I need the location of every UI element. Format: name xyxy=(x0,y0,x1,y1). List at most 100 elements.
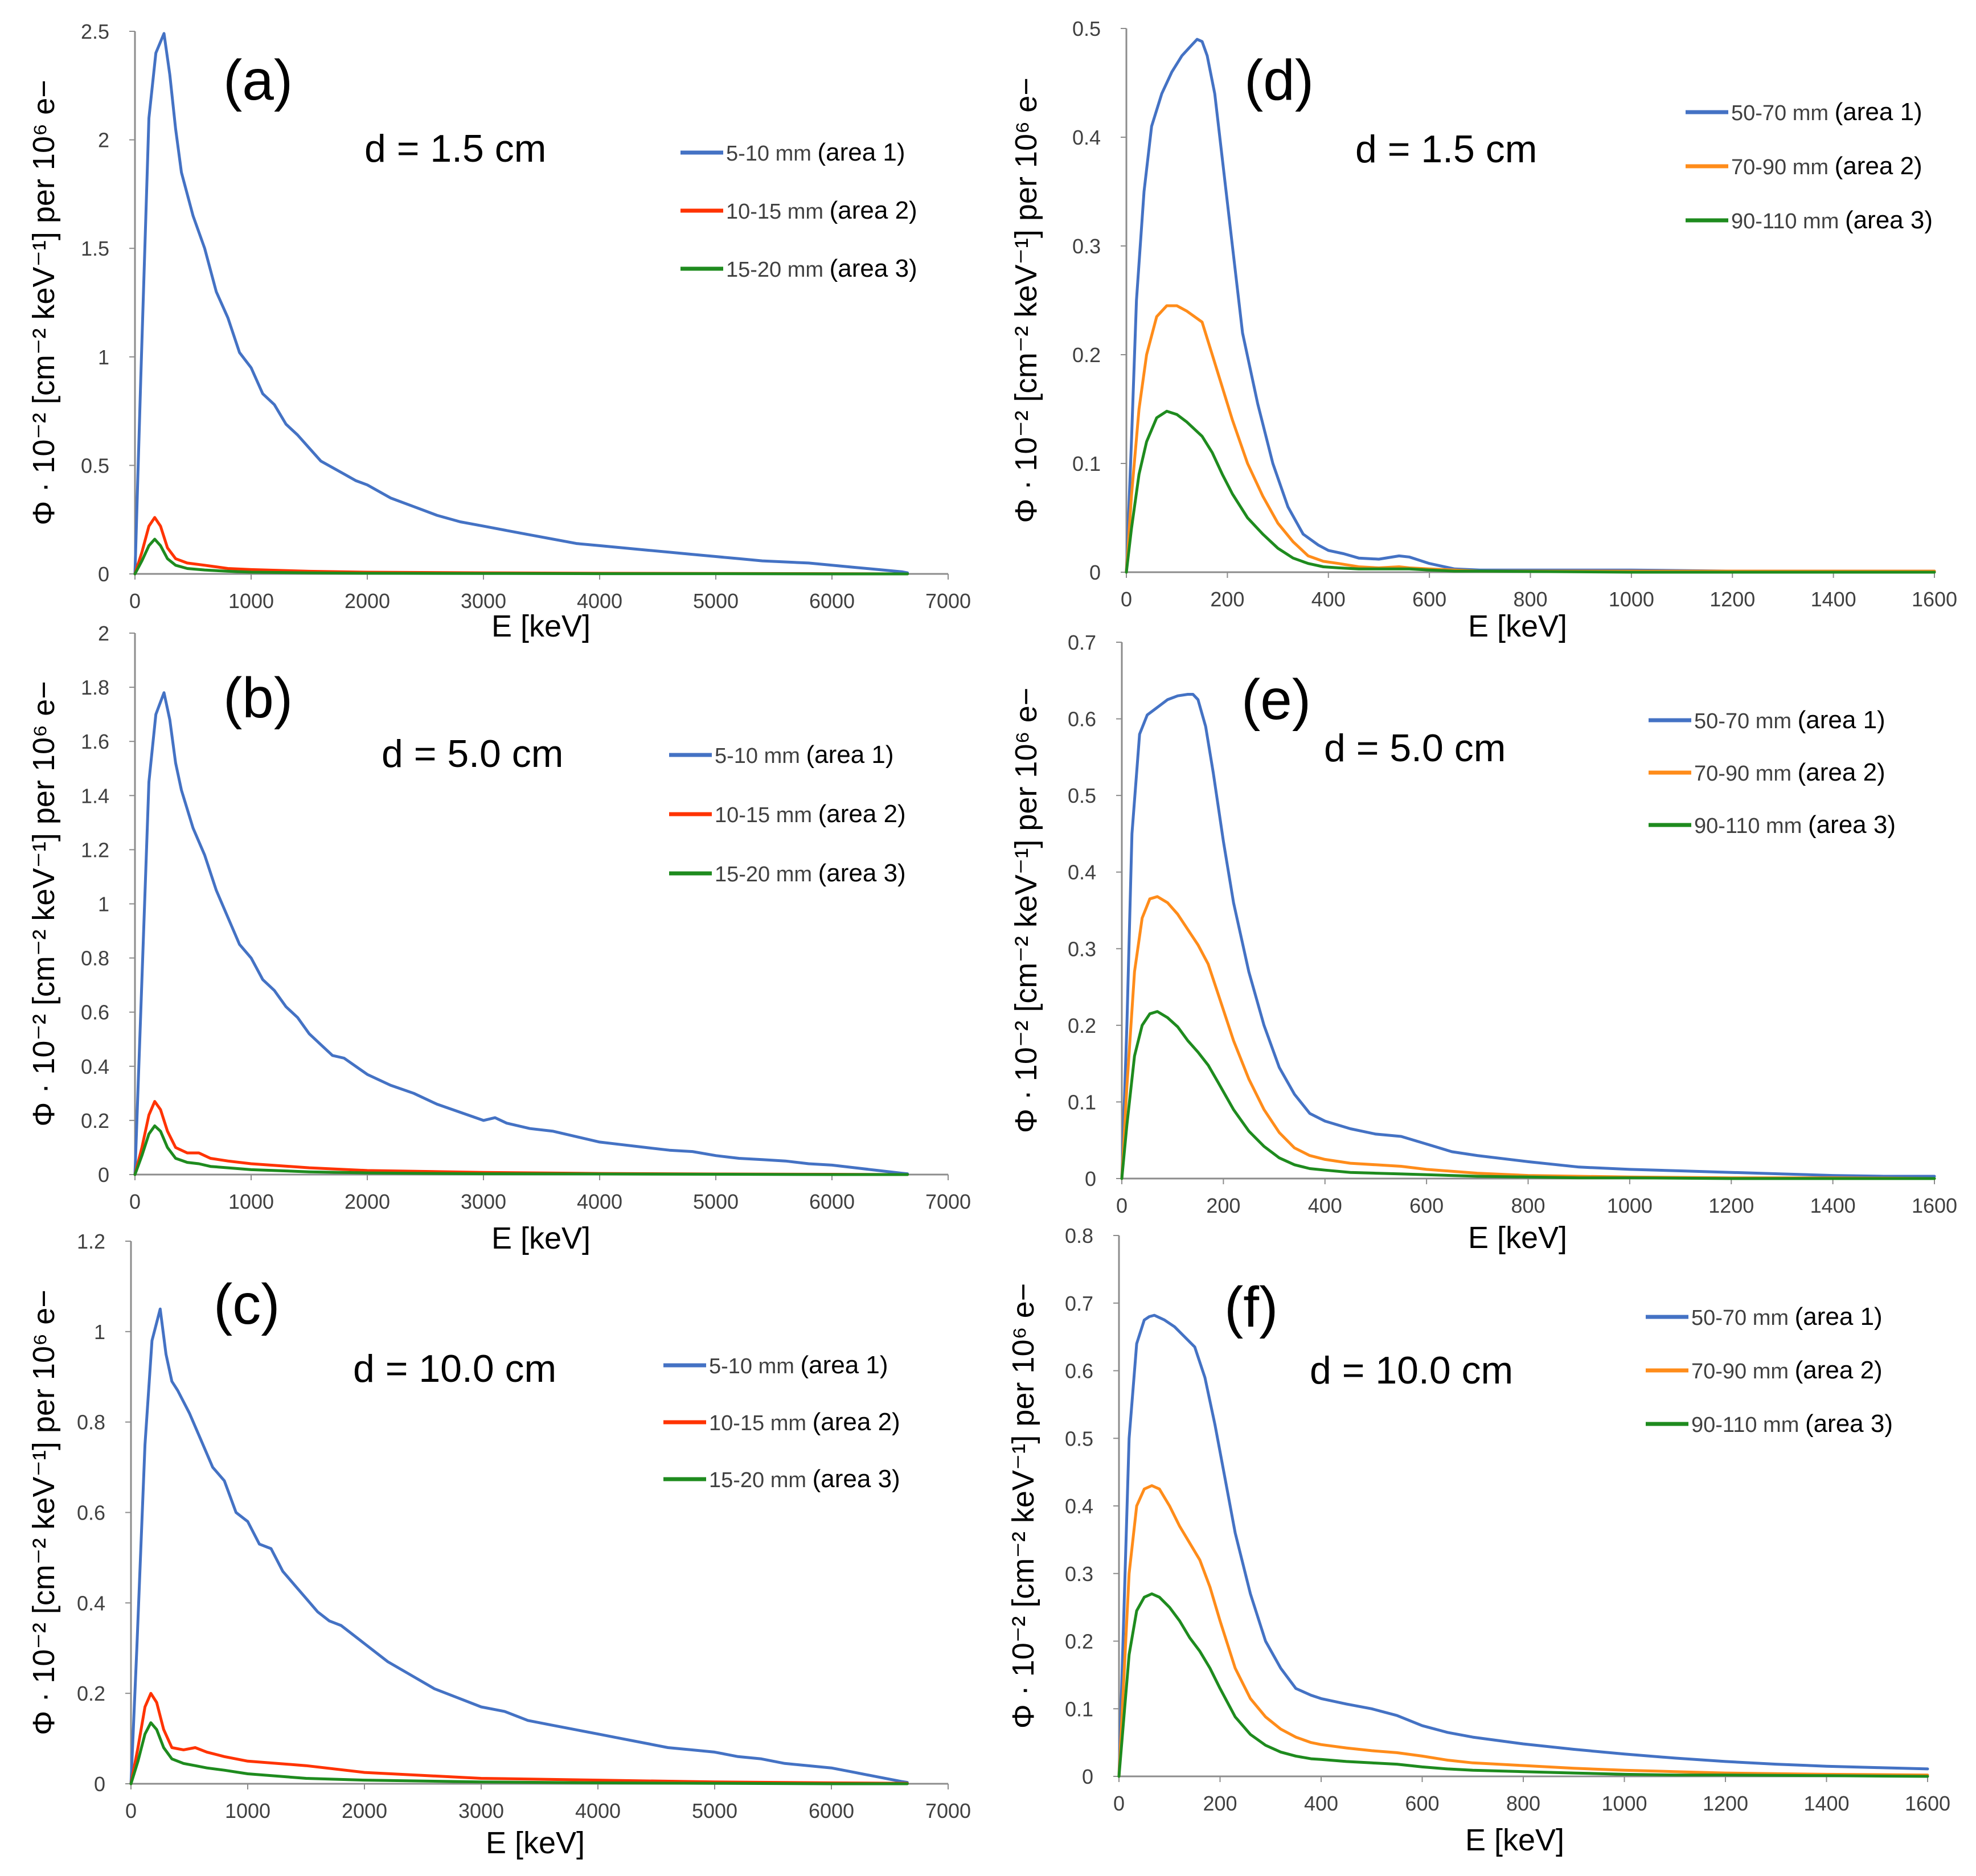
legend-area-text: (area 3) xyxy=(813,1465,900,1493)
legend-range-text: 15-20 mm xyxy=(709,1468,813,1492)
y-tick-label: 0.5 xyxy=(1072,17,1101,40)
x-tick-label: 600 xyxy=(1412,588,1446,611)
legend-area-text: (area 2) xyxy=(830,196,917,224)
x-tick-label: 0 xyxy=(129,589,141,613)
legend-label: 5-10 mm (area 1) xyxy=(709,1351,888,1379)
series-line-area-1 xyxy=(1117,1313,1929,1778)
y-axis-title: Φ · 10⁻² [cm⁻² keV⁻¹] per 10⁶ e− xyxy=(27,80,61,526)
legend-range-text: 10-15 mm xyxy=(726,200,830,224)
x-tick-label: 1000 xyxy=(228,589,274,613)
y-tick-label: 1.8 xyxy=(81,676,109,699)
x-tick-label: 200 xyxy=(1210,588,1244,611)
legend-range-text: 50-70 mm xyxy=(1694,709,1798,733)
x-tick-label: 6000 xyxy=(809,1799,854,1822)
y-tick-label: 0.8 xyxy=(1065,1224,1093,1247)
legend-area-text: (area 2) xyxy=(818,800,906,828)
legend-area-text: (area 3) xyxy=(830,254,917,282)
y-tick-label: 1 xyxy=(98,893,109,916)
series-line-area-3 xyxy=(1120,1010,1936,1180)
x-tick-label: 0 xyxy=(129,1190,141,1213)
y-tick-label: 0 xyxy=(94,1772,105,1796)
legend-range-text: 70-90 mm xyxy=(1731,155,1835,179)
x-tick-label: 200 xyxy=(1206,1194,1240,1217)
x-tick-label: 1000 xyxy=(1601,1792,1647,1815)
chart-panel-d: 0 200 400 600 800 1000 1200 1400 1600 0 0.1 0.2 0.3 0… xyxy=(1009,17,1957,643)
x-tick-label: 800 xyxy=(1511,1194,1545,1217)
legend-label: 10-15 mm (area 2) xyxy=(726,196,917,224)
x-tick-label: 200 xyxy=(1203,1792,1237,1815)
x-tick-label: 2000 xyxy=(342,1799,387,1822)
x-tick-label: 0 xyxy=(1113,1792,1125,1815)
y-axis-title: Φ · 10⁻² [cm⁻² keV⁻¹] per 10⁶ e− xyxy=(1009,77,1043,523)
legend-label: 5-10 mm (area 1) xyxy=(715,741,894,769)
series-line-area-1 xyxy=(133,32,909,576)
x-axis-title: E [keV] xyxy=(491,609,591,643)
x-tick-label: 1400 xyxy=(1803,1792,1849,1815)
y-tick-label: 0.6 xyxy=(77,1501,105,1525)
y-tick-label: 0.4 xyxy=(77,1591,105,1615)
y-tick-label: 0.3 xyxy=(1072,235,1101,258)
legend-area-text: (area 1) xyxy=(1835,98,1922,126)
y-tick-label: 0.3 xyxy=(1068,937,1096,960)
y-tick-label: 0.1 xyxy=(1072,452,1101,475)
x-tick-label: 600 xyxy=(1405,1792,1439,1815)
x-tick-label: 400 xyxy=(1311,588,1346,611)
legend-label: 50-70 mm (area 1) xyxy=(1694,706,1885,734)
legend-label: 90-110 mm (area 3) xyxy=(1731,206,1933,234)
x-tick-label: 3000 xyxy=(461,1190,506,1213)
y-tick-label: 0.8 xyxy=(77,1411,105,1434)
legend-label: 10-15 mm (area 2) xyxy=(715,800,906,828)
x-tick-label: 2000 xyxy=(345,1190,390,1213)
legend-label: 90-110 mm (area 3) xyxy=(1694,811,1896,839)
x-tick-label: 5000 xyxy=(692,1799,737,1822)
chart-panel-e: 0 200 400 600 800 1000 1200 1400 1600 0 0.1 0.2 0.3 0… xyxy=(1009,631,1957,1255)
x-tick-label: 600 xyxy=(1409,1194,1444,1217)
x-tick-label: 1400 xyxy=(1810,1194,1856,1217)
legend-range-text: 50-70 mm xyxy=(1691,1306,1795,1330)
legend-label: 5-10 mm (area 1) xyxy=(726,138,905,166)
x-tick-label: 1200 xyxy=(1708,1194,1754,1217)
y-tick-label: 0.6 xyxy=(81,1001,109,1024)
y-tick-label: 1.6 xyxy=(81,730,109,753)
y-tick-label: 0.2 xyxy=(1068,1014,1096,1037)
legend-label: 15-20 mm (area 3) xyxy=(715,859,906,887)
panel-label: (a) xyxy=(223,48,293,112)
legend-range-text: 5-10 mm xyxy=(715,744,806,768)
y-tick-label: 0.8 xyxy=(81,947,109,970)
y-tick-label: 0 xyxy=(1089,561,1101,584)
y-tick-label: 0.2 xyxy=(77,1682,105,1705)
x-tick-label: 1000 xyxy=(225,1799,270,1822)
legend-range-text: 10-15 mm xyxy=(709,1411,813,1435)
legend-area-text: (area 3) xyxy=(1845,206,1933,234)
y-tick-label: 0 xyxy=(98,1163,109,1187)
legend-label: 15-20 mm (area 3) xyxy=(726,254,917,282)
y-tick-label: 0.6 xyxy=(1068,708,1096,731)
x-tick-label: 400 xyxy=(1304,1792,1338,1815)
legend-label: 50-70 mm (area 1) xyxy=(1731,98,1922,126)
legend-area-text: (area 3) xyxy=(818,859,906,887)
series-line-area-1 xyxy=(133,691,909,1176)
y-tick-label: 0.2 xyxy=(1072,343,1101,367)
legend-range-text: 90-110 mm xyxy=(1694,814,1808,838)
x-tick-label: 5000 xyxy=(693,589,739,613)
chart-panel-c: 0 1000 2000 3000 4000 5000 6000 7000 0 0.2 0.4 0.6 0… xyxy=(27,1230,971,1860)
x-tick-label: 1000 xyxy=(1609,588,1654,611)
y-tick-label: 0.7 xyxy=(1065,1292,1093,1315)
series-line-area-2 xyxy=(1120,895,1936,1180)
series-line-area-2 xyxy=(129,1692,909,1785)
series-line-area-3 xyxy=(133,537,909,576)
panel-label: (e) xyxy=(1241,668,1311,732)
y-tick-label: 2 xyxy=(98,129,109,152)
y-tick-label: 0.5 xyxy=(1068,784,1096,807)
x-tick-label: 0 xyxy=(1116,1194,1128,1217)
y-tick-label: 0.2 xyxy=(81,1109,109,1132)
legend-area-text: (area 1) xyxy=(1798,706,1885,734)
x-tick-label: 1000 xyxy=(1607,1194,1653,1217)
legend-label: 90-110 mm (area 3) xyxy=(1691,1410,1893,1438)
y-axis-title: Φ · 10⁻² [cm⁻² keV⁻¹] per 10⁶ e− xyxy=(27,681,61,1127)
series-line-area-3 xyxy=(133,1124,909,1176)
chart-panel-b: 0 1000 2000 3000 4000 5000 6000 7000 0 0.2 0.4 0.6 0… xyxy=(27,622,971,1255)
legend-label: 50-70 mm (area 1) xyxy=(1691,1303,1883,1331)
depth-label: d = 10.0 cm xyxy=(1310,1349,1513,1392)
